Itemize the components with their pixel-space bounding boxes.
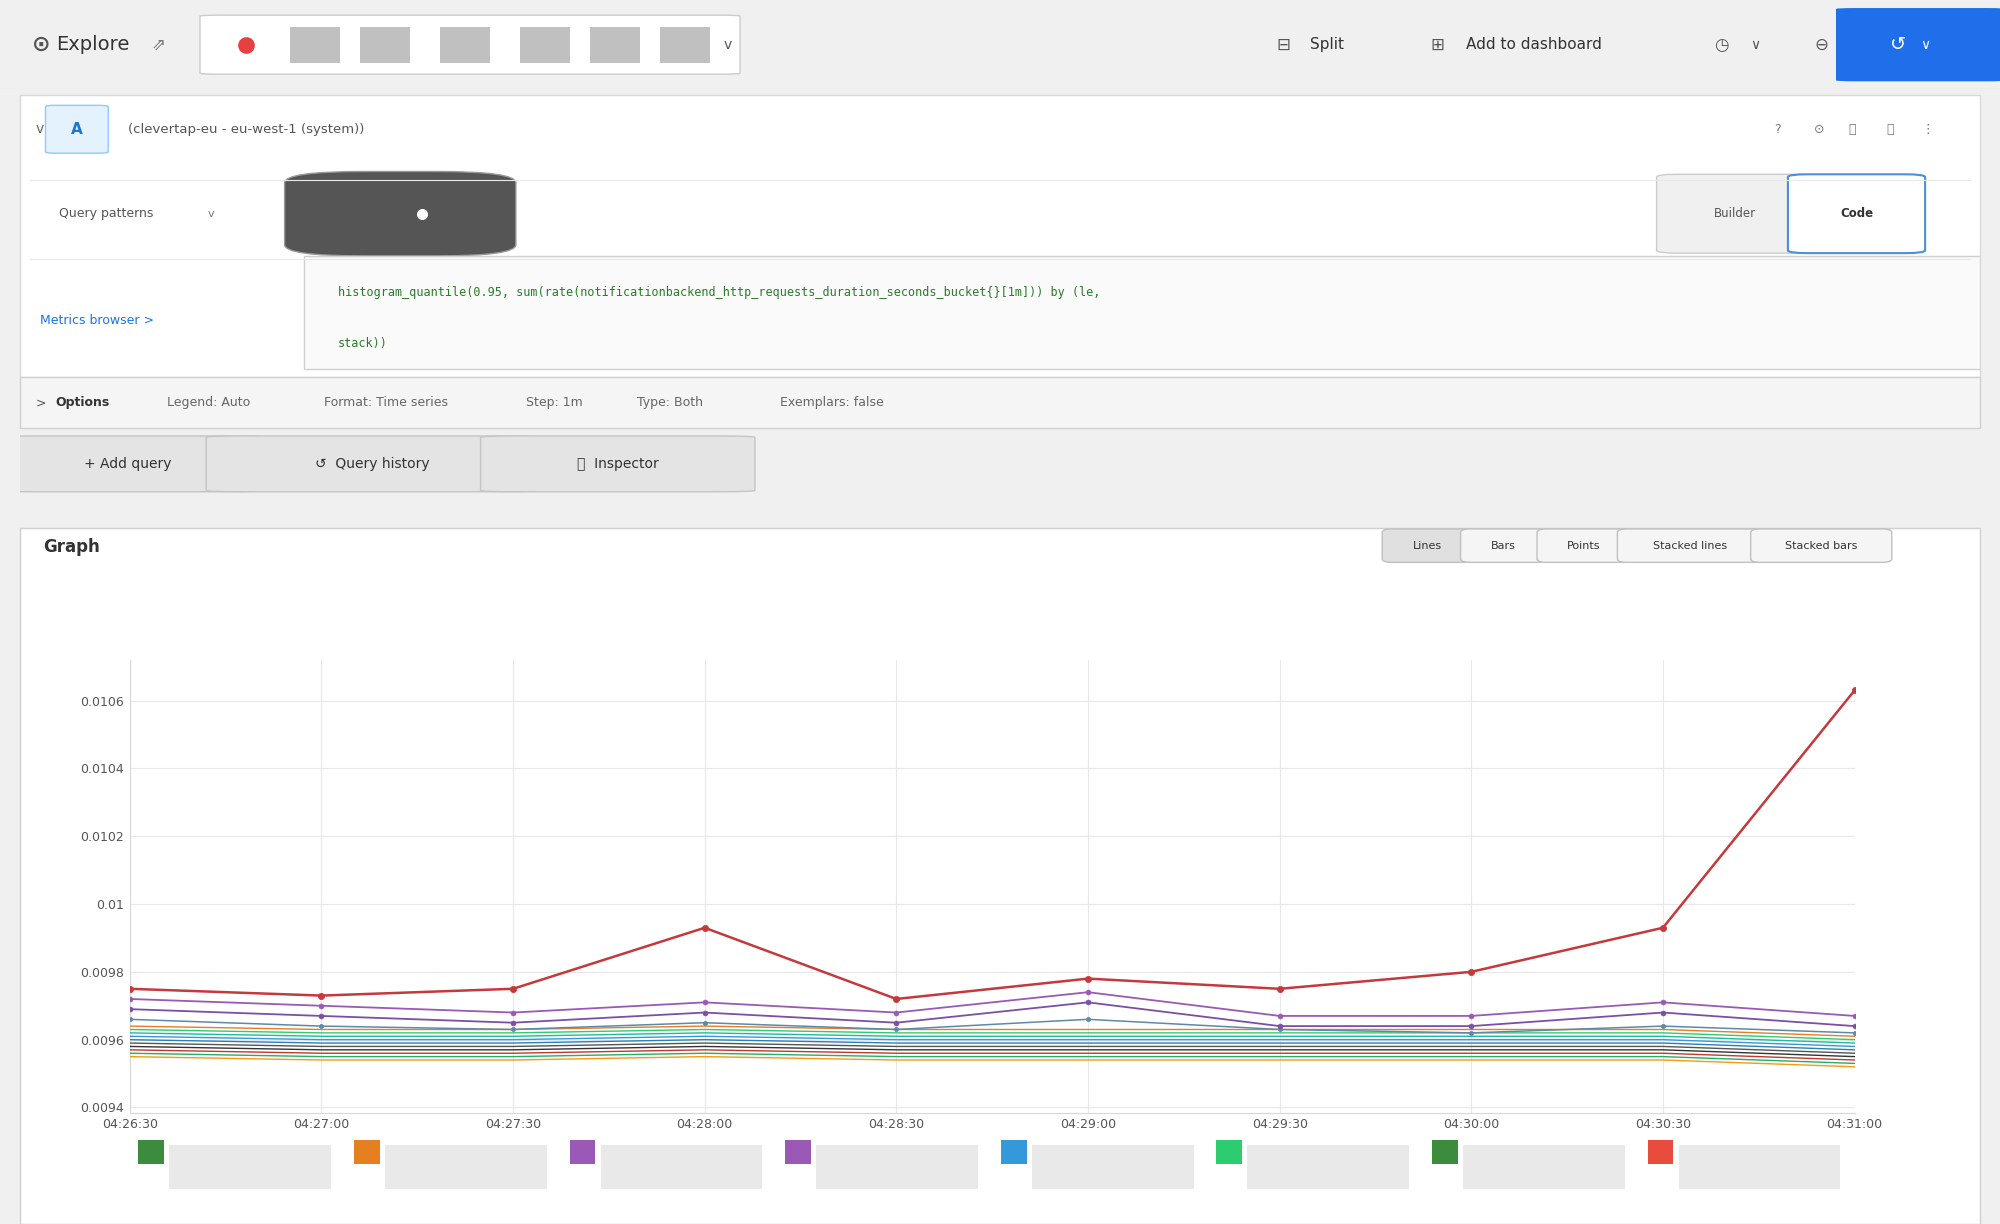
Text: Stacked bars: Stacked bars [1786,541,1858,551]
Bar [600,1144,762,1189]
Text: ◷: ◷ [1714,35,1728,54]
Text: v: v [36,122,44,136]
FancyBboxPatch shape [1788,174,1926,253]
FancyBboxPatch shape [480,436,756,492]
Text: ↺  Query history: ↺ Query history [316,457,430,471]
Text: A: A [70,121,82,137]
FancyBboxPatch shape [46,105,108,153]
Text: Explore: Explore [56,35,130,54]
FancyBboxPatch shape [206,436,540,492]
FancyBboxPatch shape [0,436,264,492]
Text: ⊞: ⊞ [1430,35,1444,54]
Bar [386,1144,546,1189]
Text: ?: ? [1774,122,1780,136]
Text: 👁: 👁 [1848,122,1856,136]
Text: v: v [724,38,732,51]
Text: ↺: ↺ [1890,35,1906,54]
FancyBboxPatch shape [1382,529,1472,562]
Bar [1464,1144,1624,1189]
FancyBboxPatch shape [200,15,740,75]
Text: stack)): stack)) [338,337,388,350]
Text: 🗑: 🗑 [1886,122,1894,136]
Text: Format: Time series: Format: Time series [324,397,448,409]
Text: (clevertap-eu - eu-west-1 (system)): (clevertap-eu - eu-west-1 (system)) [128,122,364,136]
Text: Type: Both: Type: Both [638,397,704,409]
Text: ⓘ  Inspector: ⓘ Inspector [576,457,658,471]
FancyBboxPatch shape [1538,529,1632,562]
Text: Lines: Lines [1412,541,1442,551]
FancyBboxPatch shape [1618,529,1762,562]
Text: Code: Code [1840,207,1874,220]
Text: Split: Split [1310,37,1344,53]
Text: Exemplars: false: Exemplars: false [780,397,884,409]
FancyBboxPatch shape [20,528,1980,1224]
Text: Stacked lines: Stacked lines [1652,541,1726,551]
Bar [816,1144,978,1189]
Text: >: > [36,397,46,409]
Text: ⊙: ⊙ [1814,122,1824,136]
Bar [354,1140,380,1164]
Bar [290,27,340,62]
Bar [1648,1140,1674,1164]
Text: ∨: ∨ [1920,38,1930,51]
FancyBboxPatch shape [1750,529,1892,562]
Bar [1000,1140,1026,1164]
Bar [1678,1144,1840,1189]
Text: Builder: Builder [1714,207,1756,220]
Text: ⇗: ⇗ [152,35,166,54]
FancyBboxPatch shape [284,171,516,256]
Bar [1032,1144,1194,1189]
Text: Graph: Graph [44,539,100,556]
Text: + Add query: + Add query [84,457,172,471]
FancyBboxPatch shape [304,256,1980,368]
Text: histogram_quantile(0.95, sum(rate(notificationbackend_http_requests_duration_sec: histogram_quantile(0.95, sum(rate(notifi… [338,286,1100,299]
Text: Legend: Auto: Legend: Auto [168,397,250,409]
Bar [440,27,490,62]
FancyBboxPatch shape [1836,9,2000,81]
Bar [360,27,410,62]
Text: Add to dashboard: Add to dashboard [1466,37,1602,53]
Text: ∨: ∨ [1750,38,1760,51]
Bar [786,1140,812,1164]
FancyBboxPatch shape [1656,174,1814,253]
Bar [520,27,570,62]
Bar [1248,1144,1410,1189]
Bar [1216,1140,1242,1164]
FancyBboxPatch shape [20,95,1980,377]
Text: Explain: Explain [284,207,330,220]
Bar [590,27,640,62]
Bar [570,1140,596,1164]
Text: Query patterns: Query patterns [60,207,154,220]
FancyBboxPatch shape [20,377,1980,428]
Text: ⊖: ⊖ [1814,35,1828,54]
Text: ⋮: ⋮ [1922,122,1934,136]
Text: ⊟: ⊟ [1276,35,1290,54]
Text: Points: Points [1568,541,1600,551]
Bar [660,27,710,62]
Bar [1432,1140,1458,1164]
FancyBboxPatch shape [1460,529,1546,562]
Text: Step: 1m: Step: 1m [526,397,582,409]
Text: Bars: Bars [1492,541,1516,551]
Bar [170,1144,332,1189]
Bar [138,1140,164,1164]
Text: v: v [208,209,214,219]
Text: ⊙: ⊙ [32,34,50,55]
Text: Metrics browser >: Metrics browser > [40,315,154,327]
Text: Options: Options [56,397,110,409]
